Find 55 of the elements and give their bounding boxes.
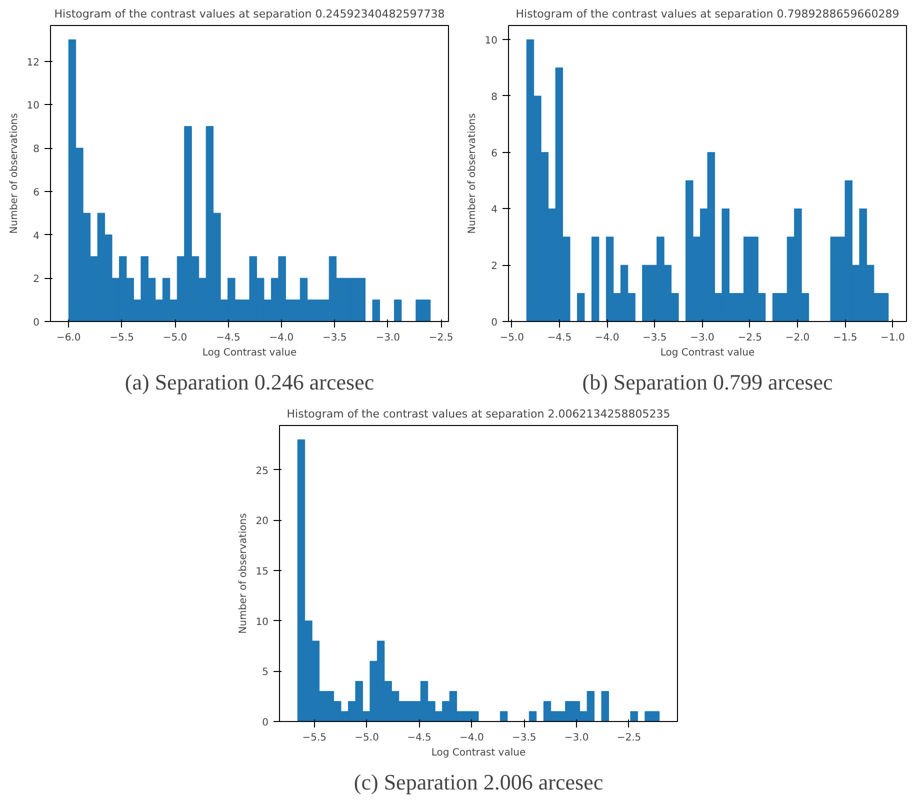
x-tick-label: −4.0	[460, 732, 484, 744]
y-tick-label: 4	[491, 204, 498, 216]
y-axis-title: Number of observations	[8, 113, 20, 234]
text: (b) Separation 0.799 arcesec	[582, 370, 833, 394]
y-tick-label: 8	[33, 144, 40, 156]
x-tick-label: −1.0	[880, 332, 905, 344]
x-tick-label: −4.5	[216, 332, 240, 344]
y-tick-label: 6	[491, 148, 498, 160]
y-axis-title: Number of observations	[238, 513, 249, 634]
text: (c) Separation 2.006 arcesec	[354, 770, 604, 794]
x-tick-label: −2.5	[616, 732, 642, 744]
y-tick-label: 12	[26, 57, 40, 68]
y-tick-label: 2	[33, 274, 40, 286]
x-tick-label: −1.5	[832, 332, 858, 344]
y-tick-label: 0	[262, 718, 269, 728]
x-tick-label: −5.5	[302, 732, 327, 744]
x-tick-label: −4.5	[547, 332, 572, 344]
y-tick-label: 2	[491, 261, 498, 272]
y-tick-label: 10	[26, 100, 40, 112]
chart-title: Histogram of the contrast values at separation 0.7989288659660289	[516, 8, 900, 20]
x-tick-label: −5.5	[110, 332, 134, 344]
x-tick-label: −2.5	[738, 332, 762, 344]
x-axis-title: Log Contrast value	[431, 748, 526, 758]
y-tick-label: 15	[256, 566, 269, 578]
y-axis-title: Number of observations	[466, 113, 478, 234]
chart-title: Histogram of the contrast values at separation 0.24592340482597738	[54, 8, 445, 20]
y-tick-label: 20	[256, 516, 269, 528]
y-tick-label: 6	[33, 187, 40, 198]
x-axis-title: Log Contrast value	[202, 348, 297, 358]
x-tick-label: −3.5	[642, 332, 667, 344]
y-tick-label: 0	[33, 318, 40, 328]
x-tick-label: −5.0	[162, 332, 188, 344]
x-tick-label: −3.5	[322, 332, 347, 344]
x-tick-label: −3.5	[512, 732, 536, 744]
x-tick-label: −5.0	[500, 332, 524, 344]
x-tick-label: −3.0	[690, 332, 714, 344]
x-tick-label: −2.5	[428, 332, 454, 344]
y-tick-label: 5	[262, 667, 269, 678]
x-tick-label: −4.0	[594, 332, 620, 344]
chart-title: Histogram of the contrast values at separation 2.0062134258805235	[286, 408, 670, 420]
y-tick-label: 10	[484, 36, 498, 47]
y-tick-label: 8	[491, 92, 498, 103]
y-tick-label: 25	[256, 466, 269, 477]
y-tick-label: 4	[33, 230, 40, 242]
x-tick-label: −2.0	[785, 332, 810, 344]
y-tick-label: 10	[256, 616, 269, 628]
x-tick-label: −5.0	[354, 732, 379, 744]
x-tick-label: −6.0	[56, 332, 81, 344]
x-tick-label: −4.5	[407, 732, 432, 744]
x-tick-label: −3.0	[564, 732, 589, 744]
x-axis-title: Log Contrast value	[660, 348, 755, 358]
x-tick-label: −4.0	[269, 332, 294, 344]
x-tick-label: −3.0	[376, 332, 400, 344]
y-tick-label: 0	[491, 318, 498, 328]
text: (a) Separation 0.246 arcesec	[124, 370, 374, 394]
